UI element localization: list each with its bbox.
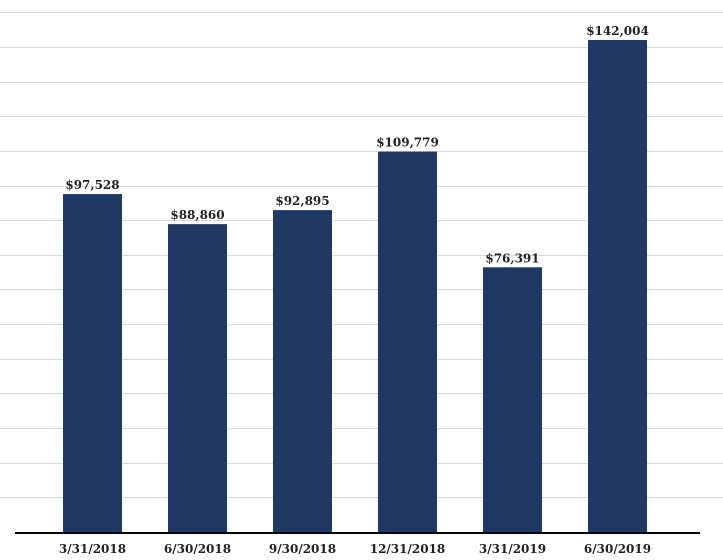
x-tick-label: 9/30/2018 xyxy=(269,542,336,556)
x-tick-label: 12/31/2018 xyxy=(370,542,446,556)
data-labels: $97,528 $88,860 $92,895 $109,779 $76,391 $142… xyxy=(65,24,648,265)
data-label: $97,528 xyxy=(65,178,119,192)
data-label: $109,779 xyxy=(376,136,439,150)
bar xyxy=(63,194,122,532)
bars xyxy=(63,39,647,532)
bar xyxy=(273,210,332,532)
data-label: $76,391 xyxy=(485,251,539,265)
bar xyxy=(588,39,647,532)
data-label: $88,860 xyxy=(170,208,224,222)
bar xyxy=(378,151,437,532)
x-tick-label: 3/31/2018 xyxy=(59,542,126,556)
x-axis-tick-labels: 3/31/2018 6/30/2018 9/30/2018 12/31/2018 3/3… xyxy=(59,542,651,556)
bar xyxy=(483,267,542,532)
data-label: $142,004 xyxy=(586,24,649,38)
data-label: $92,895 xyxy=(275,194,329,208)
x-tick-label: 6/30/2019 xyxy=(584,542,651,556)
bar xyxy=(168,224,227,532)
x-tick-label: 6/30/2018 xyxy=(164,542,231,556)
x-tick-label: 3/31/2019 xyxy=(479,542,546,556)
